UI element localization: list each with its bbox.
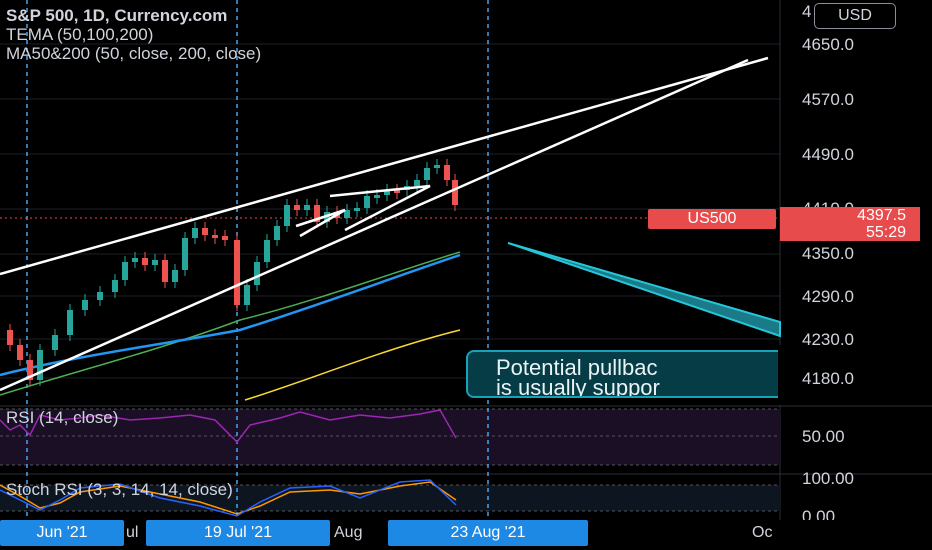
- price-axis-label: 4290.0: [802, 287, 854, 306]
- bar-countdown: 55:29: [865, 224, 906, 241]
- candle-body: [384, 190, 390, 195]
- candle-body: [27, 360, 33, 380]
- candle-body: [172, 270, 178, 282]
- candle-body: [452, 180, 458, 205]
- stoch-axis-label: 100.00: [802, 469, 854, 488]
- date-chip: Jun '21: [0, 520, 124, 546]
- price-axis-label: 4490.0: [802, 145, 854, 164]
- pullback-annotation[interactable]: Potential pullbac is usually suppor: [466, 350, 796, 398]
- price-axis-label: 4570.0: [802, 90, 854, 109]
- candle-body: [414, 180, 420, 186]
- annotation-line-2: is usually suppor: [496, 375, 660, 398]
- candlesticks: [7, 159, 458, 386]
- date-label: Oc: [752, 524, 773, 541]
- candle-body: [424, 168, 430, 180]
- current-price-tag: 4397.5 55:29: [780, 207, 920, 241]
- annotation-line-1: Potential pullbac: [496, 355, 658, 380]
- stoch-band: [0, 485, 780, 511]
- stoch-legend[interactable]: Stoch RSI (3, 3, 14, 14, close): [6, 480, 233, 499]
- candle-body: [354, 208, 360, 211]
- candle-body: [364, 196, 370, 208]
- candle-body: [162, 260, 168, 282]
- candle-body: [314, 205, 320, 222]
- candle-body: [192, 228, 198, 238]
- price-axis-top-partial: 4: [802, 2, 812, 21]
- candle-body: [82, 300, 88, 310]
- symbol-price-tag: US500: [648, 209, 776, 229]
- candle-body: [394, 190, 400, 193]
- candle-body: [52, 335, 58, 350]
- price-scale-mask: [778, 345, 932, 405]
- candle-body: [67, 310, 73, 335]
- chart-title: S&P 500, 1D, Currency.com: [6, 6, 228, 25]
- candle-body: [294, 205, 300, 210]
- ma200-line: [244, 329, 461, 401]
- candle-body: [7, 330, 13, 345]
- candle-body: [284, 205, 290, 226]
- price-axis-label: 4230.0: [802, 330, 854, 349]
- date-label: Aug: [334, 524, 363, 541]
- candle-body: [122, 262, 128, 280]
- candle-body: [254, 262, 260, 285]
- date-chip: 19 Jul '21: [146, 520, 330, 546]
- rsi-legend[interactable]: RSI (14, close): [6, 408, 119, 427]
- rsi-axis-label: 50.00: [802, 427, 845, 446]
- candle-body: [17, 345, 23, 360]
- candle-body: [344, 210, 350, 218]
- candle-body: [182, 238, 188, 270]
- candle-body: [374, 195, 380, 198]
- ma-legend[interactable]: MA50&200 (50, close, 200, close): [6, 44, 262, 63]
- currency-button[interactable]: USD: [814, 3, 896, 29]
- candle-body: [234, 240, 240, 305]
- trend-lines[interactable]: [0, 56, 769, 392]
- candle-body: [444, 165, 450, 180]
- current-price-value: 4397.5: [857, 207, 906, 224]
- candle-body: [212, 235, 218, 238]
- candle-body: [97, 292, 103, 300]
- candle-body: [37, 350, 43, 380]
- candle-body: [222, 236, 228, 240]
- date-label: ul: [126, 524, 139, 541]
- candle-body: [132, 258, 138, 262]
- stoch-k-line: [0, 479, 457, 517]
- rsi-line: [0, 409, 457, 444]
- tema-line: [0, 253, 461, 377]
- price-axis-label: 4650.0: [802, 35, 854, 54]
- candle-body: [434, 165, 440, 168]
- price-axis-label: 4350.0: [802, 244, 854, 263]
- date-chip: 23 Aug '21: [388, 520, 588, 546]
- price-axis-label: 4180.0: [802, 369, 854, 388]
- candle-body: [152, 260, 158, 265]
- candle-body: [202, 228, 208, 235]
- projection-arrow: [507, 242, 781, 338]
- ma50-line: [0, 251, 461, 396]
- candle-body: [142, 258, 148, 265]
- tema-legend[interactable]: TEMA (50,100,200): [6, 25, 154, 44]
- candle-body: [244, 285, 250, 305]
- candle-body: [264, 240, 270, 262]
- candle-body: [112, 280, 118, 292]
- candle-body: [274, 226, 280, 240]
- candle-body: [304, 205, 310, 210]
